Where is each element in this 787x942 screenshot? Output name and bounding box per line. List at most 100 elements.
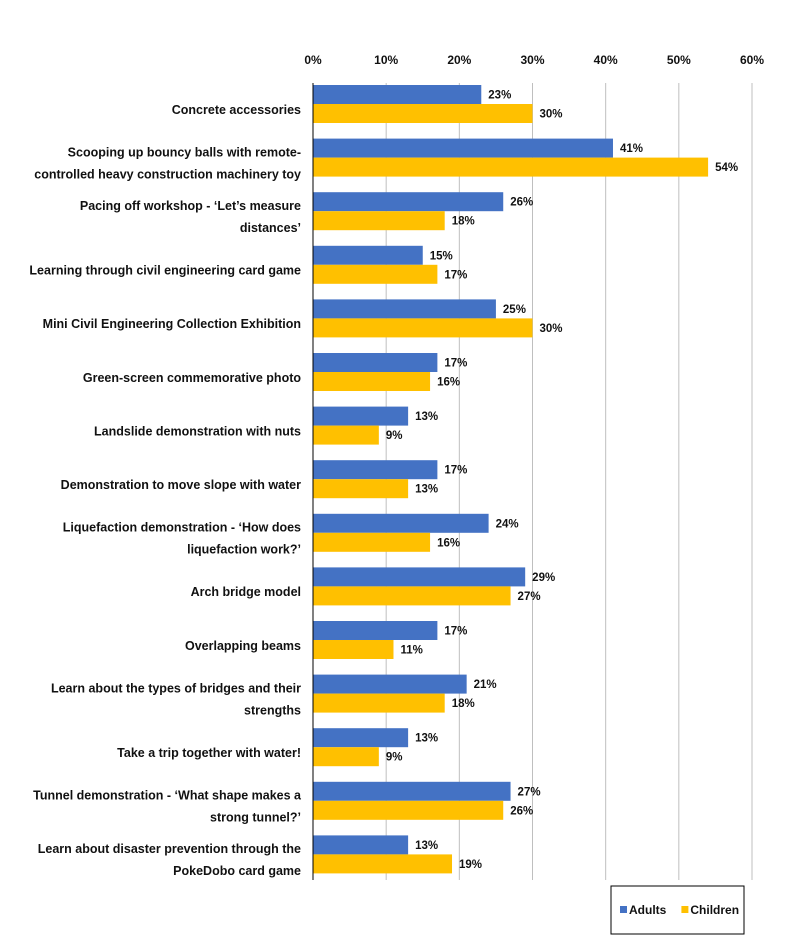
category-label: Overlapping beams [185, 639, 301, 653]
bar-adults [313, 567, 526, 587]
bar-children [313, 157, 709, 177]
bar-adults [313, 728, 409, 748]
bar-children [313, 586, 511, 606]
category-label-line: Concrete accessories [172, 103, 301, 117]
category-label: Green-screen commemorative photo [83, 371, 301, 385]
data-label-children: 13% [415, 484, 438, 496]
data-label-adults: 15% [430, 250, 453, 262]
category-label-line: Demonstration to move slope with water [61, 478, 301, 492]
data-label-children: 17% [444, 269, 467, 281]
legend-box [610, 885, 745, 935]
category-label-line: strong tunnel?’ [210, 811, 301, 825]
data-label-adults: 13% [415, 411, 438, 423]
bar-adults [313, 835, 409, 855]
data-label-children: 54% [715, 162, 738, 174]
data-label-children: 16% [437, 377, 460, 389]
data-label-children: 26% [510, 805, 533, 817]
category-label: Pacing off workshop - ‘Let’s measure dist… [80, 199, 301, 235]
data-label-adults: 17% [444, 626, 467, 638]
data-label-children: 16% [437, 537, 460, 549]
data-label-adults: 17% [444, 358, 467, 370]
category-label-line: Arch bridge model [191, 585, 301, 599]
bar-adults [313, 245, 423, 265]
bar-children [313, 532, 431, 552]
bar-adults [313, 406, 409, 426]
bars [313, 85, 709, 874]
category-label-line: Liquefaction demonstration - ‘How does [63, 521, 301, 535]
bar-adults [313, 85, 482, 104]
data-label-children: 9% [386, 752, 403, 764]
data-label-children: 9% [386, 430, 403, 442]
legend-label-children: Children [690, 903, 739, 917]
bar-children [313, 264, 438, 284]
data-label-children: 30% [540, 323, 563, 335]
category-label-line: Learn about disaster prevention through … [38, 842, 301, 856]
category-label-line: Learn about the types of bridges and the… [51, 681, 301, 695]
x-tick-label: 40% [594, 53, 618, 67]
category-label: Learn about the types of bridges and the… [51, 681, 301, 717]
category-label-line: PokeDobo card game [173, 864, 301, 878]
data-label-children: 18% [452, 698, 475, 710]
bar-children [313, 104, 533, 123]
category-label: Arch bridge model [191, 585, 301, 599]
data-label-adults: 13% [415, 840, 438, 852]
legend-swatch-adults [620, 906, 627, 913]
bar-children [313, 693, 445, 713]
data-label-adults: 25% [503, 304, 526, 316]
category-label-line: liquefaction work?’ [187, 543, 301, 557]
category-label-line: strengths [244, 703, 301, 717]
category-label: Tunnel demonstration - ‘What shape makes… [33, 789, 302, 825]
bar-children [313, 800, 504, 820]
bar-children [313, 211, 445, 231]
bar-children [313, 372, 431, 391]
category-label-line: controlled heavy construction machinery … [34, 167, 301, 181]
bar-children [313, 425, 379, 445]
category-label-line: Pacing off workshop - ‘Let’s measure [80, 199, 301, 213]
x-tick-label: 50% [667, 53, 691, 67]
bar-adults [313, 353, 438, 372]
data-label-adults: 41% [620, 143, 643, 155]
x-tick-label: 60% [740, 53, 764, 67]
bar-adults [313, 299, 496, 319]
category-label-line: Overlapping beams [185, 639, 301, 653]
x-axis-ticks: 0% 10% 20% 30% 40% 50% 60% [304, 53, 764, 67]
data-label-adults: 17% [444, 465, 467, 477]
bar-children [313, 318, 533, 338]
bar-adults [313, 781, 511, 801]
category-label: Landslide demonstration with nuts [94, 424, 301, 438]
x-tick-label: 0% [304, 53, 322, 67]
category-label: Demonstration to move slope with water [61, 478, 301, 492]
category-label: Take a trip together with water! [117, 746, 301, 760]
legend-swatch-children [681, 906, 689, 913]
category-label: Liquefaction demonstration - ‘How does li… [63, 521, 301, 557]
data-label-adults: 13% [415, 733, 438, 745]
data-label-adults: 24% [496, 518, 519, 530]
bar-adults [313, 460, 438, 480]
data-label-children: 18% [452, 216, 475, 228]
category-label: Scooping up bouncy balls with remote-con… [34, 145, 301, 181]
category-label-line: Green-screen commemorative photo [83, 371, 301, 385]
legend: Adults Children [610, 885, 745, 935]
bar-adults [313, 138, 613, 158]
data-label-adults: 29% [532, 572, 555, 584]
x-tick-label: 10% [374, 53, 398, 67]
bar-children [313, 640, 394, 659]
category-label: Mini Civil Engineering Collection Exhibi… [43, 317, 301, 331]
category-label-line: Learning through civil engineering card … [29, 264, 301, 278]
bar-children [313, 747, 379, 767]
category-labels: Concrete accessories Scooping up bouncy b… [29, 103, 302, 878]
data-labels: 23% 30% 41% 54% 26% 18% 15% 17% 25% 30% 17% 16% 13% 9… [386, 90, 738, 871]
category-label-line: Landslide demonstration with nuts [94, 424, 301, 438]
bar-adults [313, 674, 467, 694]
category-label-line: Scooping up bouncy balls with remote- [68, 145, 301, 159]
data-label-adults: 23% [488, 90, 511, 102]
data-label-children: 27% [518, 591, 541, 603]
category-label: Concrete accessories [172, 103, 301, 117]
category-label: Learn about disaster prevention through … [38, 842, 301, 878]
bar-children [313, 479, 409, 499]
category-label-line: Take a trip together with water! [117, 746, 301, 760]
category-label: Learning through civil engineering card … [29, 264, 301, 278]
category-label-line: Mini Civil Engineering Collection Exhibi… [43, 317, 301, 331]
x-tick-label: 20% [447, 53, 471, 67]
bar-adults [313, 192, 504, 212]
